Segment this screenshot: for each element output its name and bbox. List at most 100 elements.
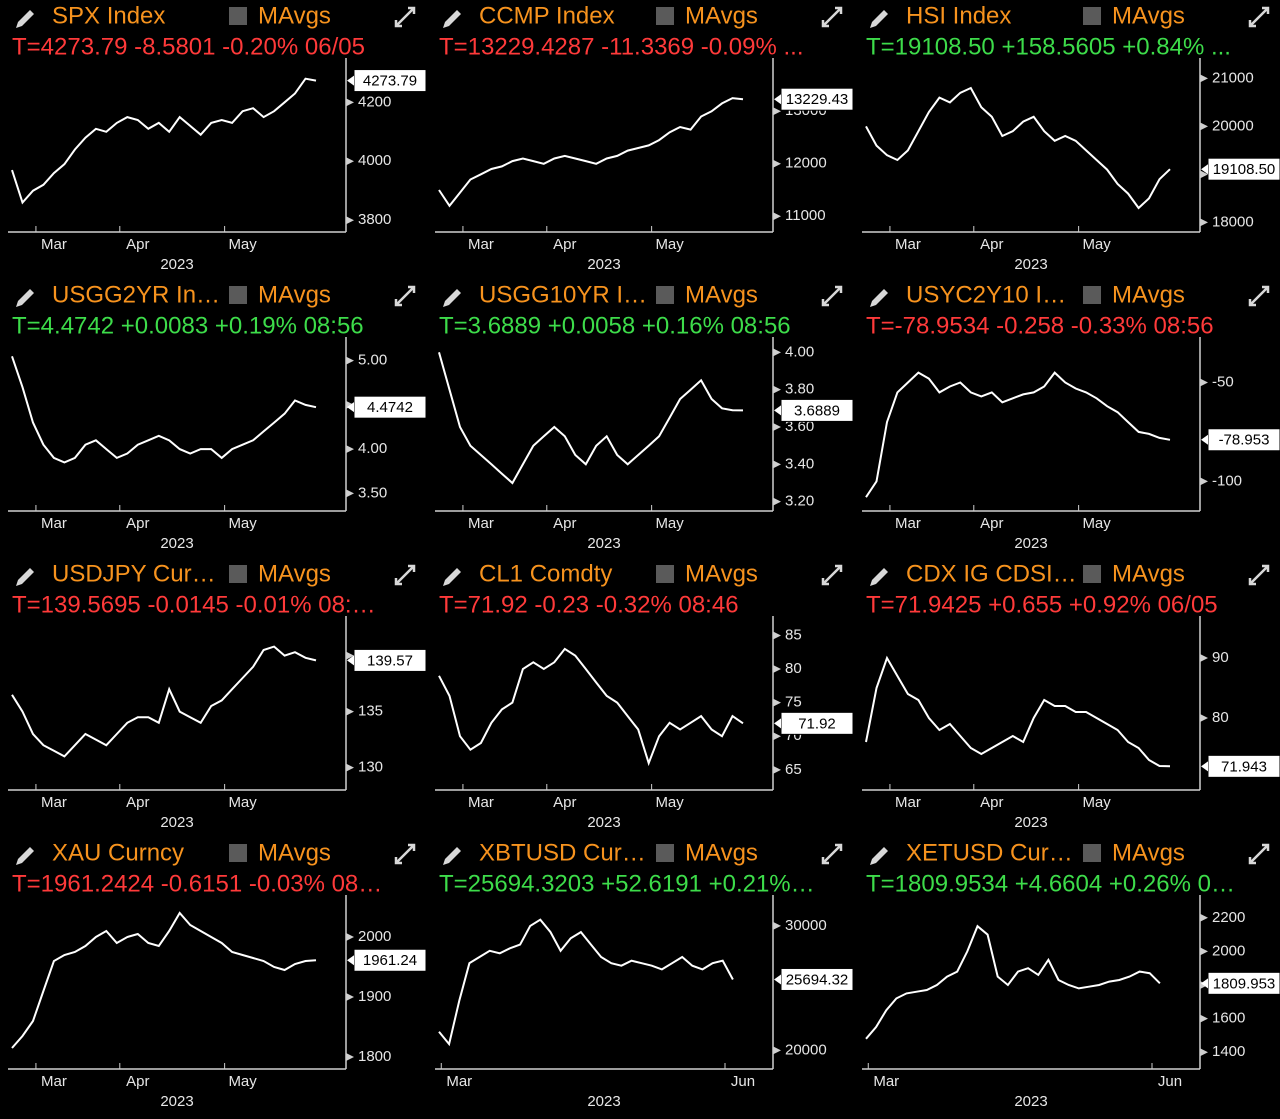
y-tick-label: 2000 <box>358 928 391 945</box>
mavgs-label[interactable]: MAvgs <box>1112 839 1185 866</box>
chart-title[interactable]: XBTUSD Cur… <box>479 839 646 866</box>
last-value-pointer <box>1201 978 1208 989</box>
quote-line: T=1961.2424 -0.6151 -0.03% 08… <box>12 870 382 897</box>
quote-line: T=13229.4287 -11.3369 -0.09% ... <box>439 33 804 60</box>
price-line <box>11 911 317 1049</box>
x-tick-label: Mar <box>41 236 67 253</box>
mavgs-checkbox[interactable] <box>1083 565 1101 583</box>
expand-icon[interactable] <box>1248 6 1270 28</box>
mavgs-label[interactable]: MAvgs <box>685 2 758 29</box>
mavgs-checkbox[interactable] <box>229 286 247 304</box>
mavgs-label[interactable]: MAvgs <box>1112 281 1185 308</box>
price-line <box>865 924 1161 1040</box>
chart-title[interactable]: USGG2YR In… <box>52 281 220 308</box>
mavgs-checkbox[interactable] <box>1083 286 1101 304</box>
mavgs-checkbox[interactable] <box>1083 7 1101 25</box>
mavgs-label[interactable]: MAvgs <box>685 281 758 308</box>
y-tick-label: 3.60 <box>785 418 814 435</box>
expand-icon[interactable] <box>821 6 843 28</box>
mavgs-checkbox[interactable] <box>229 844 247 862</box>
edit-icon[interactable] <box>16 289 34 307</box>
expand-icon[interactable] <box>394 564 416 586</box>
edit-icon[interactable] <box>443 10 461 28</box>
expand-icon[interactable] <box>1248 843 1270 865</box>
last-value-label: -78.953 <box>1219 432 1270 449</box>
last-value-label: 71.92 <box>798 715 836 732</box>
chart-panel: USDJPY Cur… MAvgs T=139.5695 -0.0145 -0.01… <box>8 560 427 831</box>
expand-icon[interactable] <box>1248 564 1270 586</box>
mavgs-checkbox[interactable] <box>1083 844 1101 862</box>
chart-title[interactable]: XAU Curncy <box>52 839 184 866</box>
x-axis-title: 2023 <box>587 256 620 273</box>
edit-icon[interactable] <box>16 847 34 865</box>
last-value-pointer <box>774 405 781 416</box>
y-tick-label: 1800 <box>358 1048 391 1065</box>
expand-icon[interactable] <box>821 564 843 586</box>
edit-icon[interactable] <box>870 847 888 865</box>
y-tick <box>1200 1014 1208 1023</box>
chart-title[interactable]: XETUSD Cur… <box>906 839 1073 866</box>
y-tick-label: 85 <box>785 626 802 643</box>
mavgs-checkbox[interactable] <box>656 844 674 862</box>
mavgs-label[interactable]: MAvgs <box>258 281 331 308</box>
mavgs-label[interactable]: MAvgs <box>258 2 331 29</box>
mavgs-checkbox[interactable] <box>229 7 247 25</box>
y-tick-label: 3.20 <box>785 493 814 510</box>
quote-line: T=1809.9534 +4.6604 +0.26% 0… <box>866 870 1235 897</box>
y-tick-label: 2000 <box>1212 942 1245 959</box>
chart-panel: CL1 Comdty MAvgs T=71.92 -0.23 -0.32% 08:4… <box>435 560 854 831</box>
expand-icon[interactable] <box>821 285 843 307</box>
last-value-pointer <box>1201 761 1208 772</box>
edit-icon[interactable] <box>16 10 34 28</box>
x-tick-label: May <box>655 515 684 532</box>
chart-title[interactable]: SPX Index <box>52 2 165 29</box>
mavgs-label[interactable]: MAvgs <box>258 839 331 866</box>
quote-line: T=-78.9534 -0.258 -0.33% 08:56 <box>866 312 1214 339</box>
chart-panel: CDX IG CDSI… MAvgs T=71.9425 +0.655 +0.92%… <box>862 560 1280 831</box>
edit-icon[interactable] <box>870 568 888 586</box>
expand-icon[interactable] <box>394 843 416 865</box>
chart-panel: USYC2Y10 I… MAvgs T=-78.9534 -0.258 -0.33%… <box>862 281 1280 552</box>
y-tick <box>346 157 354 166</box>
chart-title[interactable]: CDX IG CDSI… <box>906 560 1077 587</box>
last-value-label: 4273.79 <box>363 73 417 90</box>
mavgs-checkbox[interactable] <box>229 565 247 583</box>
x-axis-title: 2023 <box>160 535 193 552</box>
mavgs-label[interactable]: MAvgs <box>258 560 331 587</box>
last-value-label: 19108.50 <box>1213 161 1276 178</box>
expand-icon[interactable] <box>1248 285 1270 307</box>
mavgs-label[interactable]: MAvgs <box>685 839 758 866</box>
y-tick-label: 5.00 <box>358 352 387 369</box>
x-tick-label: Mar <box>468 236 494 253</box>
expand-icon[interactable] <box>394 285 416 307</box>
mavgs-checkbox[interactable] <box>656 7 674 25</box>
y-tick <box>773 921 781 930</box>
y-tick-label: 65 <box>785 761 802 778</box>
mavgs-checkbox[interactable] <box>656 565 674 583</box>
chart-title[interactable]: USGG10YR I… <box>479 281 647 308</box>
quote-line: T=4.4742 +0.0083 +0.19% 08:56 <box>12 312 364 339</box>
edit-icon[interactable] <box>870 289 888 307</box>
edit-icon[interactable] <box>443 847 461 865</box>
expand-icon[interactable] <box>821 843 843 865</box>
chart-title[interactable]: HSI Index <box>906 2 1011 29</box>
y-tick <box>1200 170 1208 179</box>
mavgs-label[interactable]: MAvgs <box>1112 2 1185 29</box>
edit-icon[interactable] <box>16 568 34 586</box>
y-tick <box>1200 122 1208 131</box>
x-axis-title: 2023 <box>587 814 620 831</box>
mavgs-label[interactable]: MAvgs <box>685 560 758 587</box>
expand-icon[interactable] <box>394 6 416 28</box>
x-tick-label: Apr <box>126 515 149 532</box>
y-tick-label: 4.00 <box>785 343 814 360</box>
edit-icon[interactable] <box>443 289 461 307</box>
chart-title[interactable]: USYC2Y10 I… <box>906 281 1066 308</box>
x-axis-title: 2023 <box>160 256 193 273</box>
chart-title[interactable]: CL1 Comdty <box>479 560 612 587</box>
mavgs-checkbox[interactable] <box>656 286 674 304</box>
edit-icon[interactable] <box>443 568 461 586</box>
chart-title[interactable]: CCMP Index <box>479 2 615 29</box>
edit-icon[interactable] <box>870 10 888 28</box>
mavgs-label[interactable]: MAvgs <box>1112 560 1185 587</box>
chart-title[interactable]: USDJPY Cur… <box>52 560 216 587</box>
